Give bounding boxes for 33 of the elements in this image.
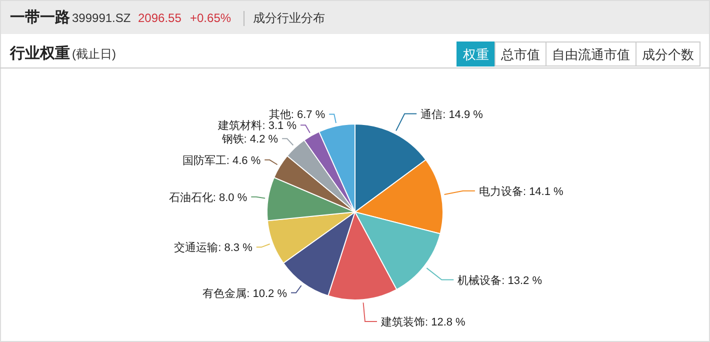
data-label: : 6.7 % [290, 109, 326, 122]
text: 成分个数 [642, 47, 694, 62]
slice-label: 钢铁 [220, 134, 244, 146]
data-label: : 4.6 % [226, 154, 261, 167]
data-label: : 14.9 % [442, 108, 484, 121]
data-label: : 13.2 % [502, 274, 542, 287]
data-label: : 8.3 % [218, 242, 253, 254]
data-label: : 14.1 % [522, 186, 564, 198]
slice-label: 石油石化 [168, 190, 213, 204]
text: 自由流通市值 [552, 47, 630, 62]
slice-label: 电力设备 [478, 184, 523, 198]
slice-label: 机械设备 [458, 274, 502, 287]
data-label: : 10.2 % [246, 288, 288, 300]
text: 399991.SZ [72, 11, 131, 25]
slice-label: 交通运输 [174, 241, 218, 254]
text: 权重 [462, 47, 489, 62]
text: 2096.55 [138, 11, 182, 25]
slice-label: 建筑装饰 [380, 316, 425, 329]
data-label: : 4.2 % [244, 134, 278, 146]
data-label: : 3.1 % [262, 120, 297, 132]
slice-label: 通信 [420, 108, 443, 121]
data-label: : 12.8 % [425, 316, 466, 329]
text: 一带一路 [10, 9, 70, 26]
text: 成分行业分布 [253, 11, 325, 25]
slice-label: 有色金属 [202, 288, 247, 300]
text: 总市值 [500, 47, 540, 62]
chart-subtitle: (截止日) [72, 47, 116, 61]
slice-label: 建筑材料 [217, 119, 262, 132]
slice-label: 其他 [268, 108, 291, 122]
data-label: : 8.0 % [212, 192, 248, 204]
text: 行业权重 [9, 45, 70, 62]
text: +0.65% [190, 11, 232, 25]
slice-label: 国防军工 [182, 154, 226, 167]
